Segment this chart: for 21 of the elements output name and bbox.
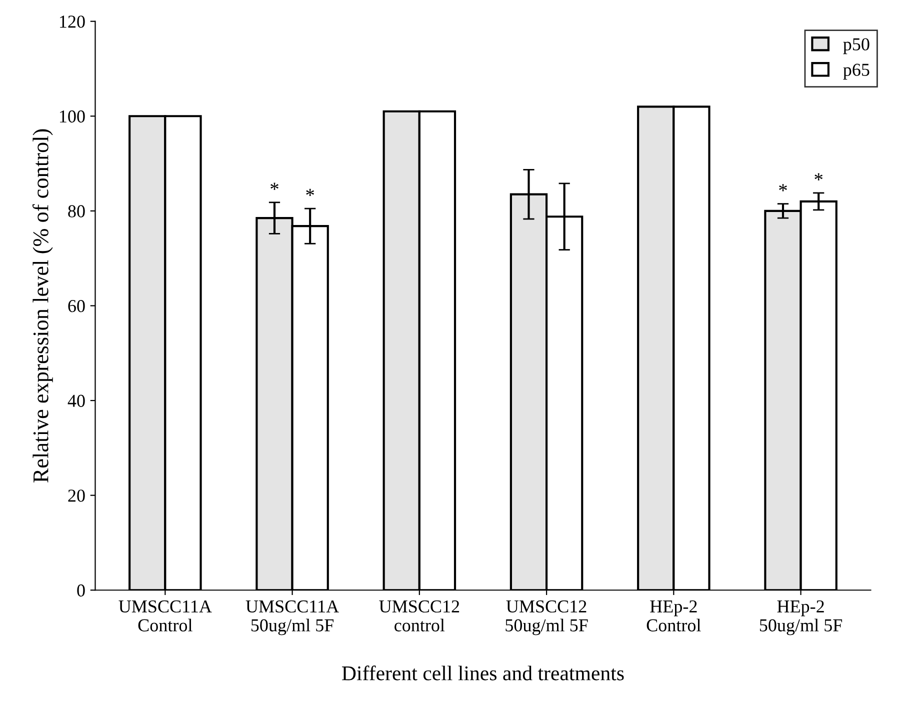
- y-tick-label: 20: [68, 490, 85, 502]
- x-tick-label: UMSCC11A Control: [118, 600, 212, 632]
- x-tick-label: HEp-2 Control: [646, 600, 701, 632]
- legend-label: p65: [843, 64, 870, 80]
- y-tick-label: 0: [77, 584, 85, 597]
- annotation: *: [779, 184, 787, 192]
- x-tick-label: UMSCC12 control: [379, 600, 460, 632]
- y-axis-title: Relative expression level (% of control): [32, 129, 53, 483]
- x-tick-label: UMSCC12 50ug/ml 5F: [506, 600, 588, 636]
- y-tick-label: 100: [60, 110, 85, 123]
- x-tick-label: HEp-2 50ug/ml 5F: [760, 600, 842, 636]
- annotation: *: [270, 182, 278, 190]
- y-tick-label: 60: [68, 300, 85, 312]
- y-tick-label: 40: [68, 394, 85, 407]
- y-tick-label: 120: [60, 16, 85, 28]
- annotation: *: [306, 188, 314, 196]
- annotation: *: [814, 173, 823, 180]
- y-tick-label: 80: [68, 205, 85, 218]
- legend-label: p50: [843, 38, 870, 54]
- x-tick-label: UMSCC11A 50ug/ml 5F: [246, 600, 339, 636]
- x-axis-title: Different cell lines and treatments: [342, 666, 624, 680]
